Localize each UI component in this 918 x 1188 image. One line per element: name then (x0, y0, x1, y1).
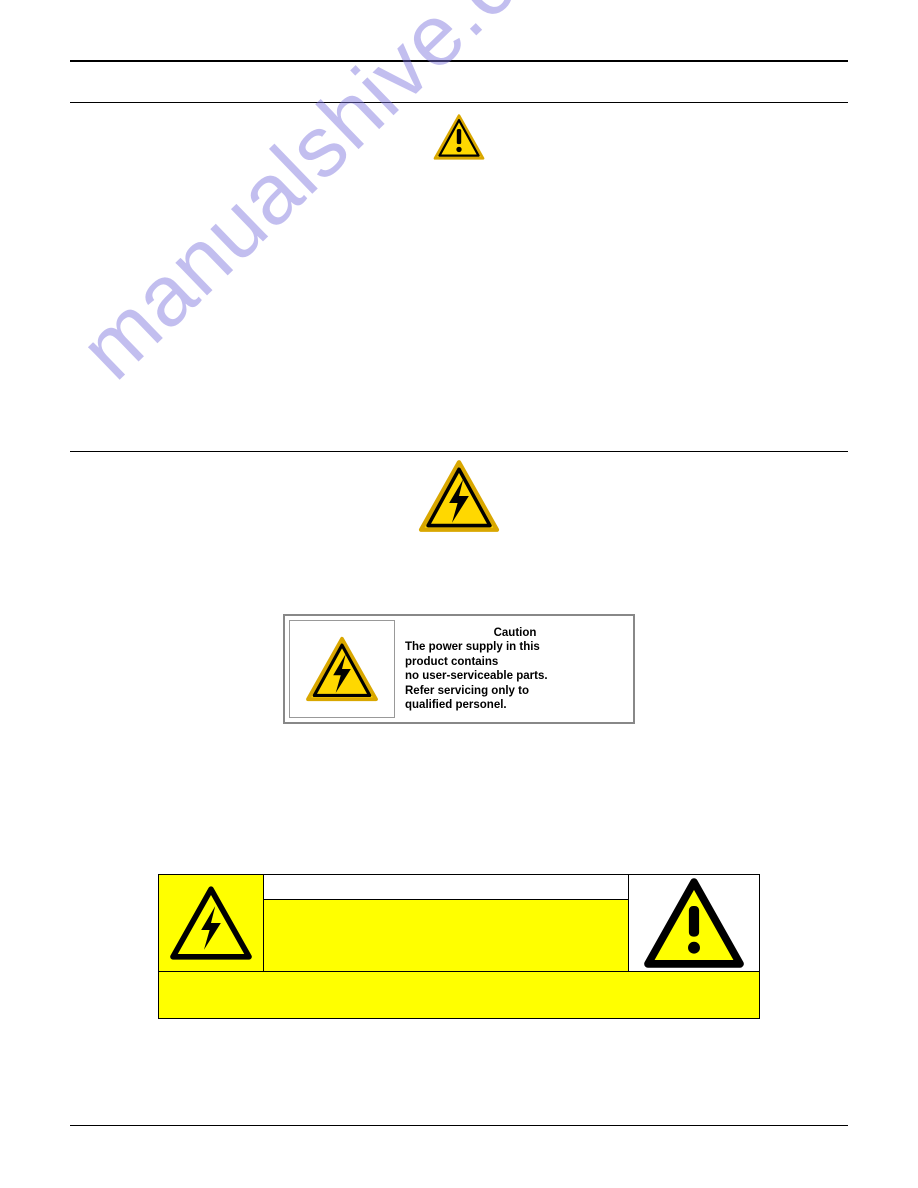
warning-triangle-icon (642, 877, 746, 969)
caution-title: Caution (405, 626, 625, 640)
caution-line: The power supply in this (405, 640, 625, 654)
caution-panel-bottom (159, 971, 759, 1018)
section-rule-2 (70, 451, 848, 452)
electrical-hazard-icon (168, 885, 254, 961)
warning-triangle-icon (432, 113, 486, 161)
electrical-hazard-icon (416, 458, 502, 534)
caution-line: product contains (405, 655, 625, 669)
caution-panel-center (264, 875, 628, 971)
yellow-caution-panel (158, 874, 760, 1019)
electrical-hazard-icon (304, 635, 380, 703)
section-rule-1 (70, 102, 848, 103)
warning-section-1 (70, 113, 848, 161)
caution-label-box: Caution The power supply in this product… (283, 614, 635, 724)
caution-label-text: Caution The power supply in this product… (401, 620, 629, 718)
caution-line: Refer servicing only to (405, 684, 625, 698)
caution-panel-left (159, 875, 264, 971)
caution-line: qualified personel. (405, 698, 625, 712)
footer-rule (70, 1125, 848, 1126)
warning-section-2 (70, 458, 848, 534)
caution-panel-right (628, 875, 759, 971)
caution-line: no user-serviceable parts. (405, 669, 625, 683)
caution-label-icon-cell (289, 620, 395, 718)
